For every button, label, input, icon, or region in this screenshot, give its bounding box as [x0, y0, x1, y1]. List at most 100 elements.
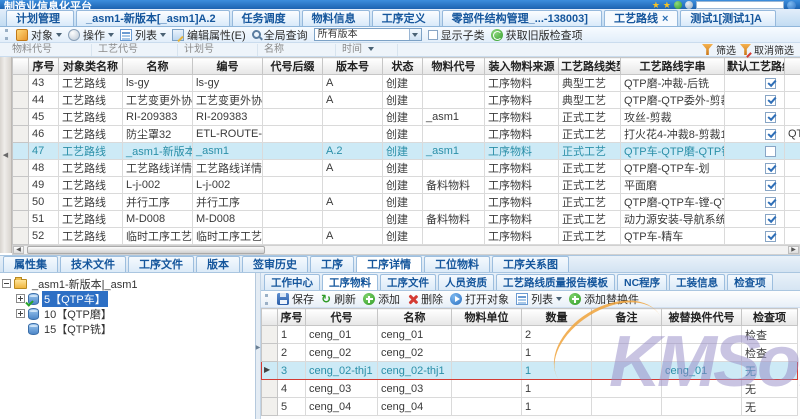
cell-status[interactable]: 创建: [382, 142, 423, 160]
cell-note[interactable]: [591, 397, 662, 416]
operate-menu-button[interactable]: 操作: [68, 27, 114, 43]
cell-suffix[interactable]: [262, 176, 323, 194]
cell-qty[interactable]: 2: [521, 325, 592, 344]
scroll-left-icon[interactable]: ◀: [13, 246, 24, 254]
cell-route-string[interactable]: 打火花4-冲裁8-剪裁1: [620, 125, 725, 143]
cell-seq[interactable]: 52: [28, 227, 59, 245]
cell-replaced-code[interactable]: [661, 343, 742, 362]
cell-code[interactable]: ceng_04: [305, 397, 378, 416]
cell-name[interactable]: ls-gy: [122, 74, 193, 92]
cell-version[interactable]: A: [322, 74, 383, 92]
cell-object-class[interactable]: 工艺路线: [58, 74, 123, 92]
cell-route-string[interactable]: 攻丝-剪裁: [620, 108, 725, 126]
row-selector[interactable]: [12, 74, 29, 92]
cell-name[interactable]: RI-209383: [122, 108, 193, 126]
cell-route-string[interactable]: 动力源安装-导航系统...: [620, 210, 725, 228]
cell-unit[interactable]: [451, 379, 522, 398]
cell-check-item[interactable]: 检查: [741, 343, 798, 362]
cell-name[interactable]: ceng_02-thj1: [377, 361, 452, 380]
cell-code[interactable]: 并行工序: [192, 193, 263, 211]
column-header[interactable]: 名称: [377, 308, 452, 326]
cell-source[interactable]: 工序物料: [484, 210, 559, 228]
column-header[interactable]: 工艺路线类型: [558, 57, 621, 75]
cell-status[interactable]: 创建: [382, 176, 423, 194]
cell-code[interactable]: L-j-002: [192, 176, 263, 194]
cell-check-item[interactable]: 无: [741, 397, 798, 416]
default-route-checkbox[interactable]: [765, 213, 776, 225]
cell-note[interactable]: [591, 343, 662, 362]
fetch-old-checks-button[interactable]: 获取旧版检查项: [490, 27, 583, 43]
cell-material[interactable]: 备料物料: [422, 210, 485, 228]
global-query-button[interactable]: 全局查询: [251, 27, 308, 43]
cell-extra[interactable]: [784, 210, 800, 228]
cell-seq[interactable]: 44: [28, 91, 59, 109]
cell-unit[interactable]: [451, 325, 522, 344]
column-header[interactable]: 数量: [521, 308, 592, 326]
horizontal-scrollbar[interactable]: ◀ ▶: [12, 245, 800, 255]
column-header[interactable]: 代号后缀: [262, 57, 323, 75]
cell-extra[interactable]: [784, 176, 800, 194]
cell-suffix[interactable]: [262, 227, 323, 245]
cell-name[interactable]: M-D008: [122, 210, 193, 228]
cell-route-type[interactable]: 正式工艺: [558, 176, 621, 194]
column-header[interactable]: 状态: [382, 57, 423, 75]
cell-route-type[interactable]: 典型工艺: [558, 74, 621, 92]
cell-source[interactable]: 工序物料: [484, 125, 559, 143]
cell-code[interactable]: ceng_02: [305, 343, 378, 362]
cell-status[interactable]: 创建: [382, 210, 423, 228]
collapse-icon[interactable]: [2, 279, 11, 288]
cell-version[interactable]: A.2: [322, 142, 383, 160]
cell-route-type[interactable]: 正式工艺: [558, 193, 621, 211]
cell-seq[interactable]: 46: [28, 125, 59, 143]
cell-version[interactable]: [322, 176, 383, 194]
row-selector[interactable]: [12, 159, 29, 177]
detail-tab[interactable]: 工作中心: [264, 274, 320, 290]
column-header[interactable]: 装入物料来源: [484, 57, 559, 75]
cell-code[interactable]: ceng_03: [305, 379, 378, 398]
cell-extra[interactable]: [784, 74, 800, 92]
material-table-row[interactable]: 3 ceng_02-thj1 ceng_02-thj1 1 ceng_01 无: [261, 361, 798, 380]
cell-version[interactable]: A: [322, 91, 383, 109]
tree-node-label[interactable]: 5【QTP车】: [42, 290, 108, 307]
cell-object-class[interactable]: 工艺路线: [58, 142, 123, 160]
row-selector[interactable]: [12, 108, 29, 126]
cell-source[interactable]: 工序物料: [484, 142, 559, 160]
column-header[interactable]: 备注: [591, 308, 662, 326]
cell-source[interactable]: 工序物料: [484, 193, 559, 211]
combo-dropdown-button[interactable]: [408, 29, 421, 40]
tree-root-label[interactable]: _asm1-新版本|_asm1: [32, 278, 138, 291]
list-menu-button[interactable]: 列表: [120, 27, 166, 43]
cell-extra[interactable]: [784, 227, 800, 245]
route-table-row[interactable]: 50 工艺路线 并行工序 并行工序 A 创建 工序物料 正式工艺 QTP磨-QT…: [12, 193, 800, 211]
cell-code[interactable]: 工艺路线详情: [192, 159, 263, 177]
cell-name[interactable]: 工艺路线详情: [122, 159, 193, 177]
row-selector[interactable]: [261, 343, 278, 362]
default-route-checkbox[interactable]: [765, 179, 776, 191]
expand-icon[interactable]: [16, 294, 25, 303]
cell-version[interactable]: [322, 108, 383, 126]
filter-time[interactable]: 时间: [336, 43, 398, 56]
cell-check-item[interactable]: 无: [741, 379, 798, 398]
row-selector[interactable]: [261, 361, 278, 380]
object-menu-button[interactable]: 对象: [16, 27, 62, 43]
cell-qty[interactable]: 1: [521, 397, 592, 416]
column-header[interactable]: 物料单位: [451, 308, 522, 326]
collapse-panel-strip[interactable]: ◀: [0, 57, 12, 253]
cell-name[interactable]: ceng_02: [377, 343, 452, 362]
cell-route-type[interactable]: 正式工艺: [558, 210, 621, 228]
detail-tab[interactable]: 工序文件: [380, 274, 436, 290]
cell-suffix[interactable]: [262, 159, 323, 177]
favorite-star-icon[interactable]: ★: [662, 0, 671, 10]
cell-replaced-code[interactable]: [661, 397, 742, 416]
cell-source[interactable]: 工序物料: [484, 108, 559, 126]
route-table-row[interactable]: 51 工艺路线 M-D008 M-D008 创建 备料物料 工序物料 正式工艺 …: [12, 210, 800, 228]
close-icon[interactable]: ×: [661, 13, 669, 25]
tree-node-operation[interactable]: 5【QTP车】: [2, 290, 253, 307]
detail-tab[interactable]: 人员资质: [438, 274, 494, 290]
main-tab[interactable]: 工序定义: [371, 10, 440, 26]
cell-suffix[interactable]: [262, 125, 323, 143]
filter-process-code[interactable]: 工艺代号: [92, 43, 178, 56]
section-tab[interactable]: 工位物料: [424, 256, 490, 272]
default-route-checkbox[interactable]: [765, 162, 776, 174]
cell-status[interactable]: 创建: [382, 74, 423, 92]
